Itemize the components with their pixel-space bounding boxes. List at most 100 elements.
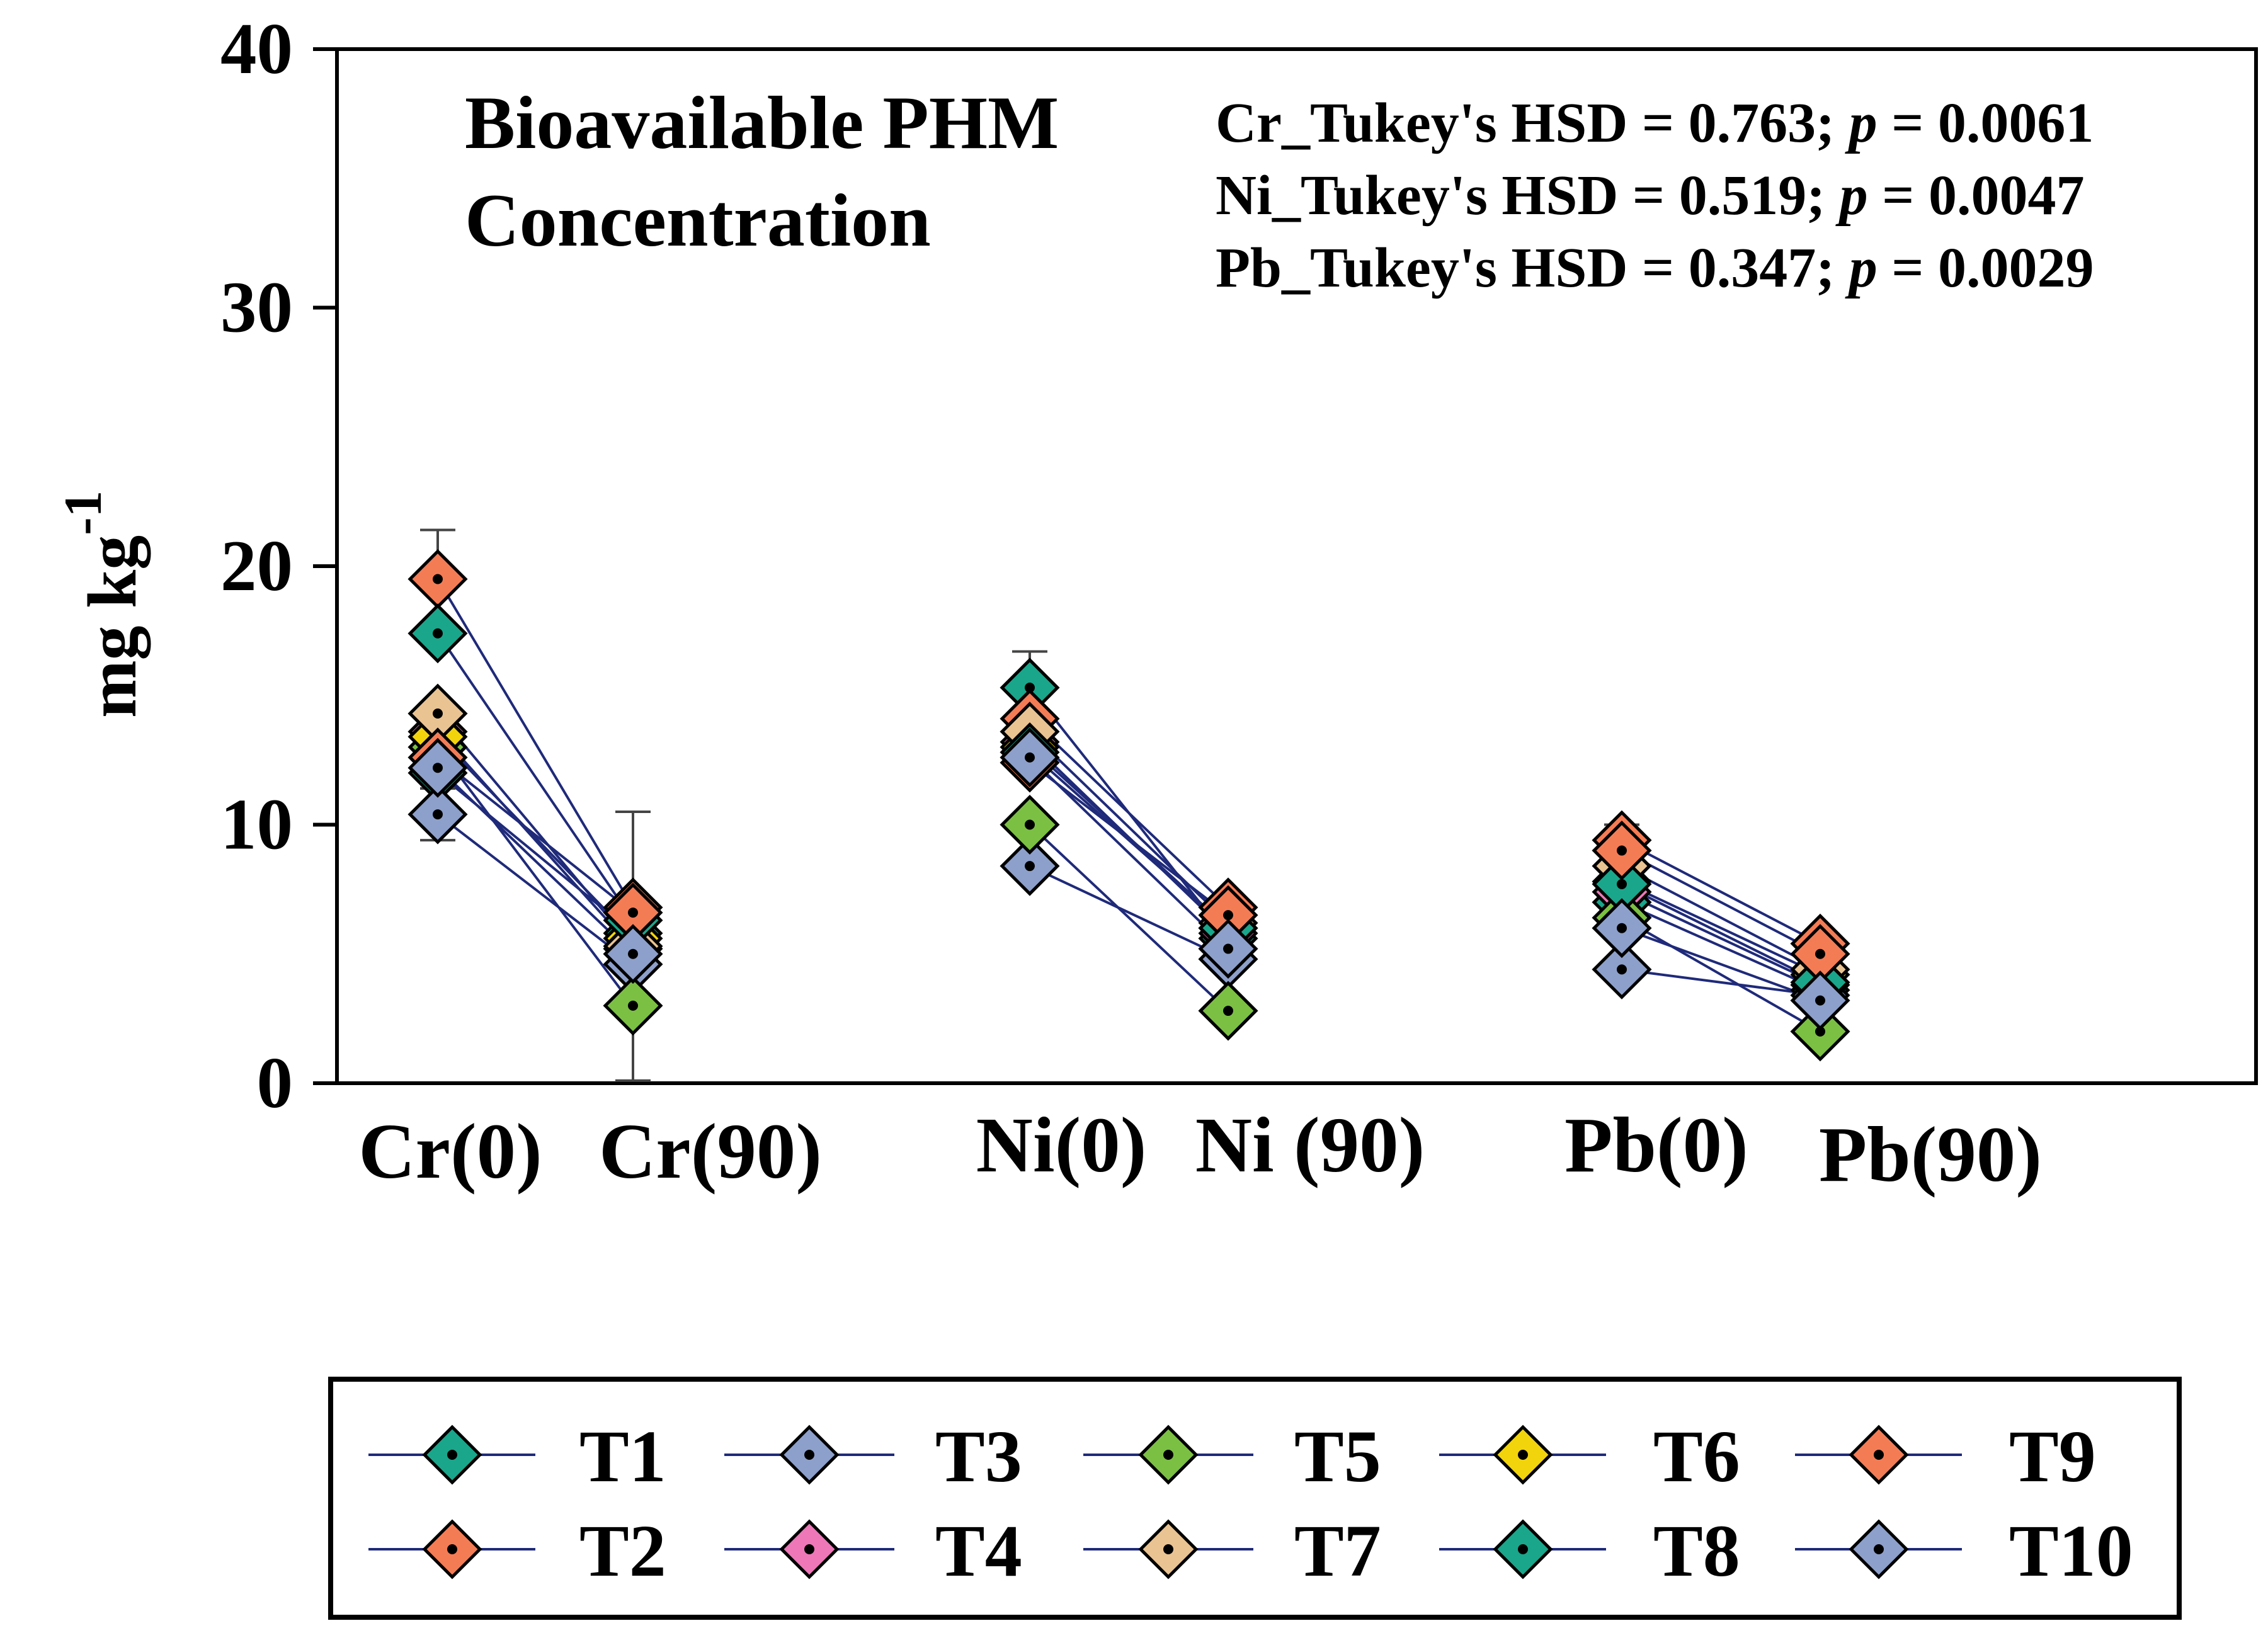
legend-marker-T9 — [1849, 1425, 1909, 1485]
legend-item-T3: T3 — [724, 1415, 1022, 1498]
legend-item-T5: T5 — [1083, 1415, 1381, 1498]
marker-T10-Pb0 — [1592, 898, 1652, 959]
x-tick-label: Ni (90) — [1195, 1102, 1425, 1189]
annotation-pb: Pb_Tukey's HSD = 0.347; p = 0.0029 — [1216, 237, 2094, 299]
series-line-T8 — [1621, 883, 1821, 984]
series-line-T9 — [436, 756, 634, 914]
marker-dot — [1223, 1006, 1233, 1016]
legend-marker-T5 — [1138, 1425, 1199, 1485]
marker-dot — [804, 1544, 814, 1554]
legend-label: T4 — [935, 1510, 1022, 1592]
marker-dot — [1617, 845, 1627, 856]
marker-T10-Ni0 — [1000, 727, 1060, 788]
chart-title-line-2: Concentration — [465, 178, 931, 262]
marker-dot — [1223, 943, 1233, 954]
series-line-T2 — [436, 578, 634, 908]
legend-label: T6 — [1653, 1415, 1740, 1498]
legend-item-T8: T8 — [1439, 1510, 1740, 1592]
legend-label: T1 — [579, 1415, 666, 1498]
series-line-T7 — [436, 712, 634, 947]
marker-T3-Ni0 — [1000, 836, 1060, 896]
marker-dot — [447, 1544, 457, 1554]
marker-dot — [1617, 923, 1627, 933]
x-tick-label: Pb(0) — [1564, 1102, 1748, 1189]
series-lines — [436, 578, 1821, 1033]
marker-dot — [433, 809, 443, 820]
marker-T8-Cr0 — [407, 603, 468, 664]
marker-T5-Pb90 — [1790, 1001, 1850, 1062]
series-line-T3 — [1621, 968, 1821, 997]
legend-item-T4: T4 — [724, 1510, 1022, 1592]
marker-T10-Cr0 — [407, 737, 468, 798]
legend-item-T6: T6 — [1439, 1415, 1740, 1498]
x-tick-label: Cr(90) — [599, 1108, 822, 1195]
legend-item-T2: T2 — [368, 1510, 666, 1592]
marker-dot — [433, 708, 443, 719]
marker-dot — [628, 948, 638, 959]
x-tick-label: Pb(90) — [1819, 1112, 2042, 1198]
series-line-T9 — [1621, 849, 1821, 955]
legend-label: T10 — [2009, 1510, 2133, 1592]
marker-dot — [1223, 910, 1233, 921]
legend-label: T2 — [579, 1510, 666, 1592]
y-tick-label: 10 — [220, 785, 293, 865]
legend-marker-T7 — [1138, 1519, 1199, 1579]
series-line-T10 — [436, 766, 634, 955]
marker-T3-Pb0 — [1592, 939, 1652, 999]
legend-item-T9: T9 — [1795, 1415, 2096, 1498]
y-tick-label: 30 — [220, 268, 293, 348]
series-line-T6 — [1621, 880, 1821, 976]
series-line-T4 — [436, 731, 634, 950]
annotation-ni: Ni_Tukey's HSD = 0.519; p = 0.0047 — [1216, 164, 2084, 227]
legend-item-T7: T7 — [1083, 1510, 1381, 1592]
marker-dot — [1518, 1544, 1528, 1554]
marker-dot — [1518, 1450, 1528, 1460]
marker-T10-Ni90 — [1198, 919, 1258, 979]
legend-label: T9 — [2009, 1415, 2096, 1498]
legend: T1 T3 T5 T6 T9 T2 T4 T7 T8 T10 — [368, 1415, 2133, 1592]
marker-dot — [433, 628, 443, 639]
marker-dot — [1815, 1026, 1825, 1037]
marker-dot — [1025, 682, 1035, 693]
marker-dot — [1617, 879, 1627, 889]
legend-marker-T6 — [1493, 1425, 1553, 1485]
legend-item-T1: T1 — [368, 1415, 666, 1498]
series-line-T1 — [1621, 901, 1821, 992]
series-line-T5 — [1621, 916, 1821, 1033]
marker-dot — [433, 574, 443, 584]
chart-title-line-1: Bioavailable PHM — [465, 81, 1059, 164]
marker-dot — [1163, 1544, 1173, 1554]
series-line-T2 — [1029, 717, 1229, 909]
marker-dot — [1025, 752, 1035, 763]
y-axis-label: mg kg-1 — [54, 491, 151, 718]
x-tick-label: Ni(0) — [976, 1102, 1147, 1189]
series-line-T5 — [436, 746, 634, 1007]
marker-T5-Ni90 — [1198, 981, 1258, 1041]
marker-dot — [628, 1000, 638, 1011]
legend-marker-T1 — [422, 1425, 482, 1485]
marker-T9-Pb0 — [1592, 821, 1652, 881]
y-tick-label: 20 — [220, 526, 293, 606]
legend-label: T5 — [1294, 1415, 1381, 1498]
legend-box — [328, 1377, 2182, 1620]
marker-dot — [1025, 861, 1035, 872]
legend-marker-T4 — [779, 1519, 840, 1579]
y-tick-label: 40 — [220, 9, 293, 89]
legend-label: T8 — [1653, 1510, 1740, 1592]
series-line-T7 — [1621, 865, 1821, 971]
marker-T5-Cr90 — [603, 976, 663, 1036]
marker-T5-Ni0 — [1000, 794, 1060, 855]
series-line-T3 — [436, 813, 634, 965]
series-line-T10 — [1621, 926, 1821, 1002]
legend-item-T10: T10 — [1795, 1510, 2133, 1592]
marker-dot — [1874, 1450, 1884, 1460]
legend-marker-T2 — [422, 1519, 482, 1579]
y-tick-label: 0 — [257, 1043, 293, 1123]
marker-dot — [1815, 948, 1825, 959]
marker-dot — [1815, 995, 1825, 1006]
series-line-T2 — [1621, 839, 1821, 945]
marker-dot — [628, 908, 638, 918]
marker-dot — [1025, 819, 1035, 830]
marker-T3-Cr0 — [407, 784, 468, 845]
